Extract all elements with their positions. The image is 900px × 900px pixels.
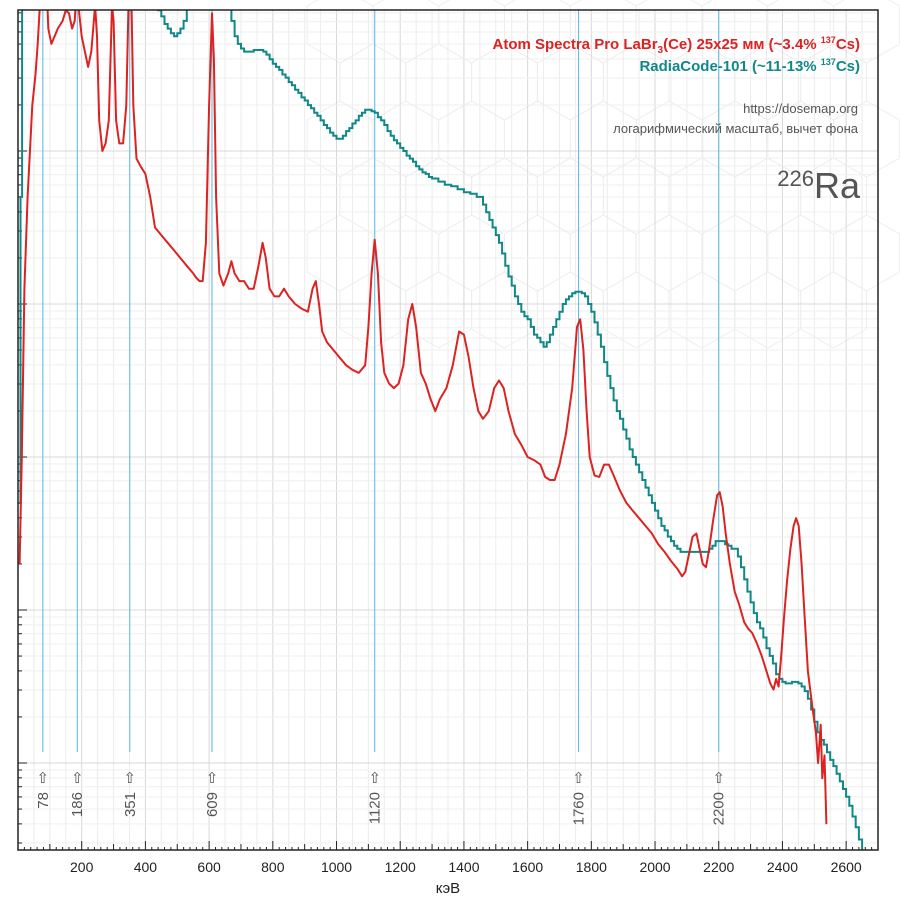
peak-marker-arrow: ⇧ [71,769,84,787]
peak-marker-arrow: ⇧ [572,769,585,787]
x-tick-label: 2400 [767,859,798,875]
peak-marker-lines [42,10,720,752]
x-tick-label: 400 [134,859,158,875]
x-tick-label: 1400 [448,859,479,875]
peak-marker-arrow: ⇧ [712,769,725,787]
source-url: https://dosemap.org [743,101,858,116]
legend-entry-radiacode: RadiaCode-101 (~11-13% 137Cs) [639,57,860,75]
x-tick-label: 1200 [385,859,416,875]
peak-marker-arrow: ⇧ [368,769,381,787]
x-tick-label: 2600 [831,859,862,875]
peak-marker-label: 351 [122,792,139,817]
x-tick-label: 1800 [576,859,607,875]
x-tick-label: 2200 [703,859,734,875]
peak-marker-arrow: ⇧ [206,769,219,787]
hexagon-shape [800,271,867,349]
x-tick-label: 200 [70,859,94,875]
peak-marker-label: 2200 [711,792,728,825]
peak-marker-arrow: ⇧ [37,769,50,787]
peak-marker-label: 1760 [571,792,588,825]
x-tick-label: 600 [197,859,221,875]
peak-marker-label: 186 [69,792,86,817]
series-labr3-line [18,10,828,825]
plot-frame [17,9,879,851]
peak-marker-arrow: ⇧ [124,769,137,787]
x-tick-label: 1000 [321,859,352,875]
peak-marker-label: 609 [204,792,221,817]
x-tick-label: 800 [261,859,285,875]
nuclide-label: 226Ra [777,165,861,206]
x-tick-label: 1600 [512,859,543,875]
x-axis-title: кэВ [436,880,460,897]
scale-note: логарифмический масштаб, вычет фона [613,121,859,136]
legend-entry-labr3: Atom Spectra Pro LaBr3(Ce) 25x25 мм (~3.… [493,35,861,56]
peak-marker-label: 78 [35,792,52,809]
grid [18,10,878,850]
x-tick-label: 2000 [639,859,670,875]
peak-marker-label: 1120 [367,792,384,824]
hexagon-watermark [306,0,900,349]
peak-marker-labels: ⇧ 78 ⇧ 186 ⇧ 351 ⇧ 609 ⇧ 1120 ⇧ 1760 ⇧ 2200 [35,769,728,825]
